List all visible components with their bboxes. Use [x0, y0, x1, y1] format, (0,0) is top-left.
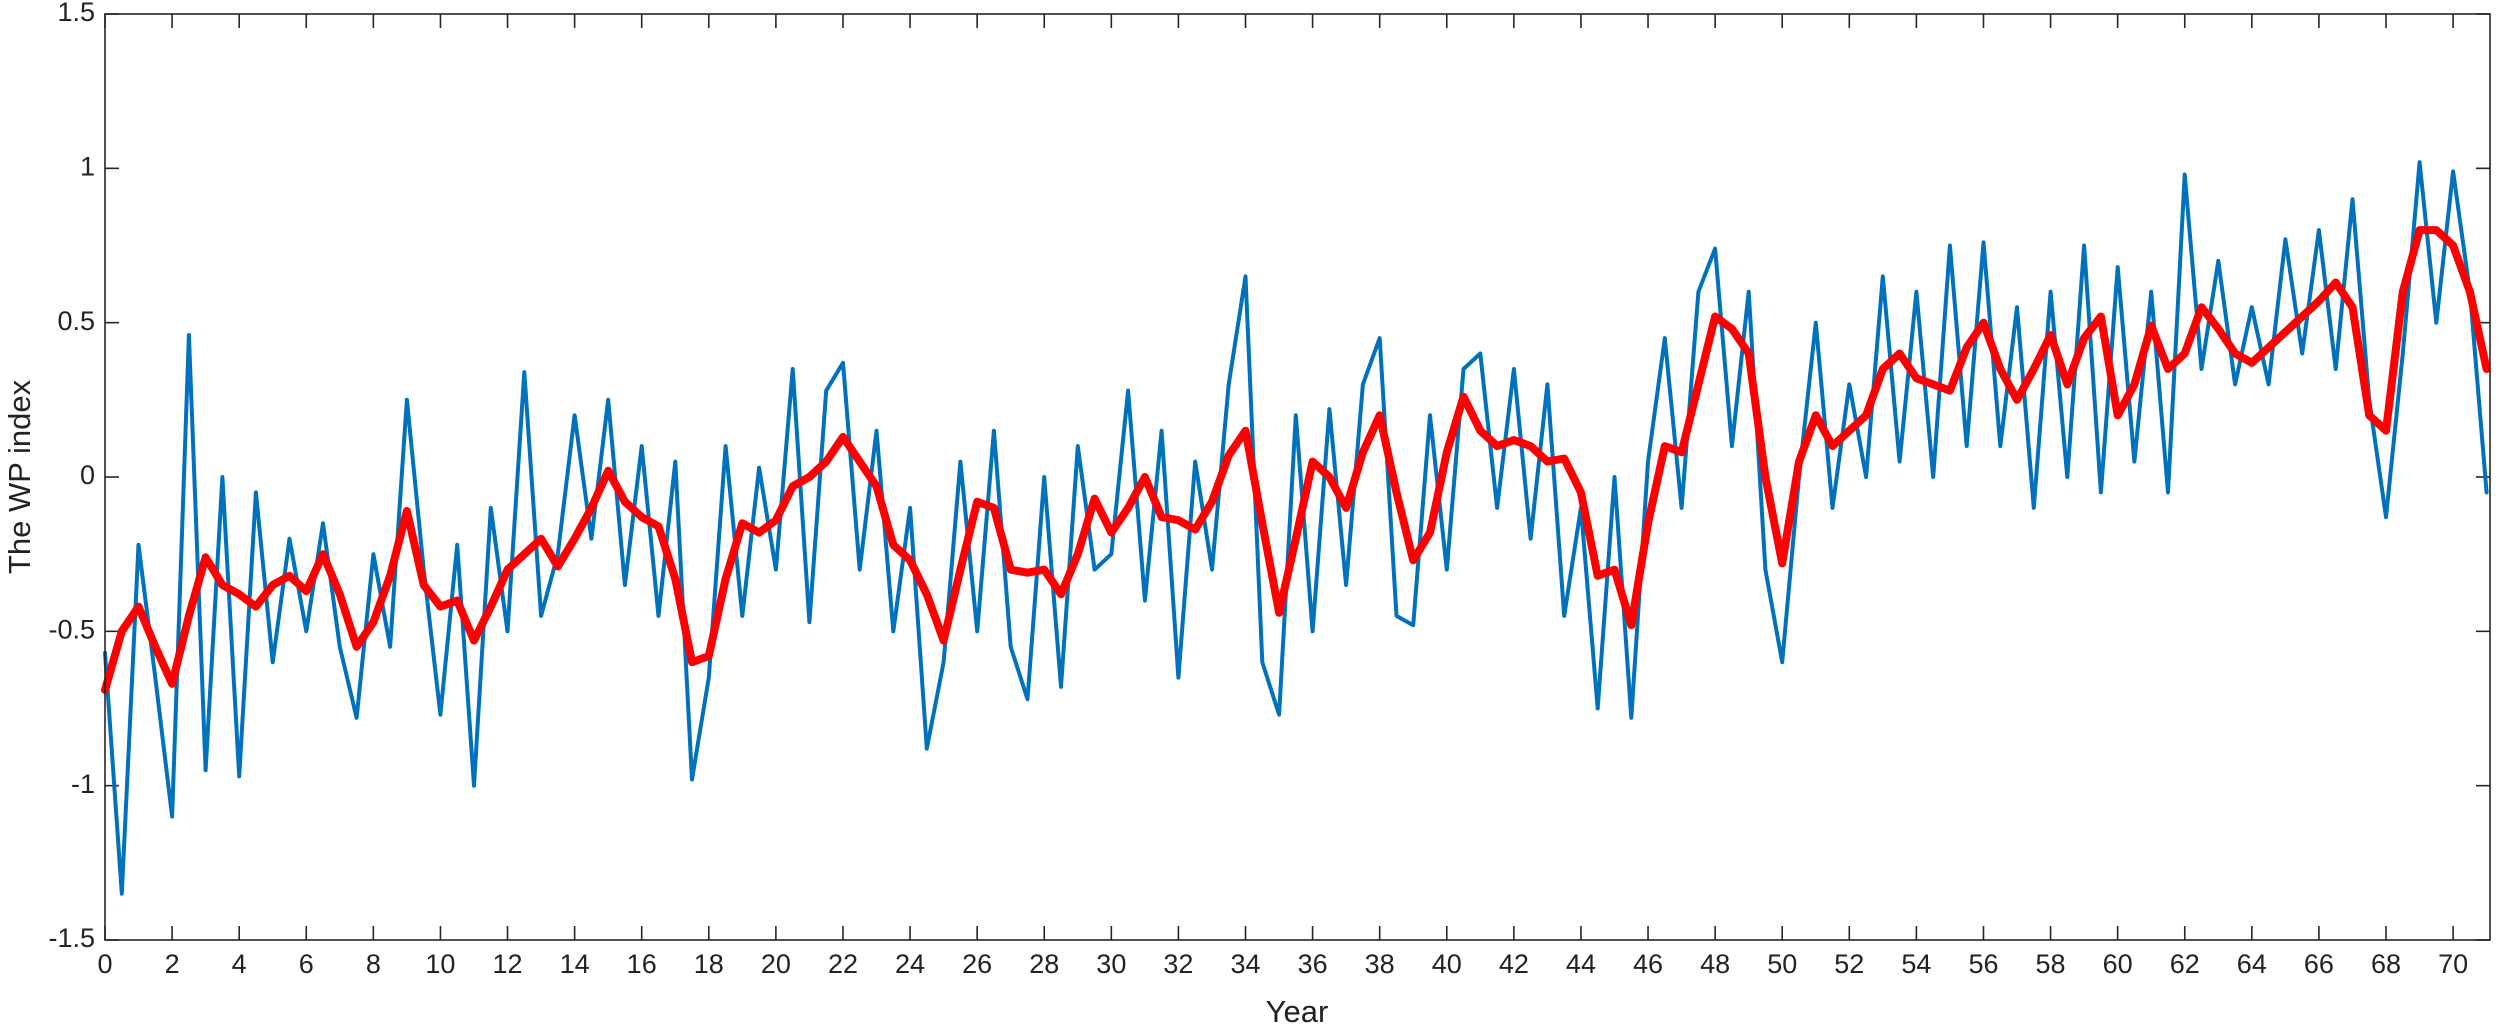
x-tick-label: 18 [694, 949, 724, 979]
x-tick-label: 22 [828, 949, 858, 979]
x-tick-label: 20 [761, 949, 791, 979]
x-tick-label: 68 [2371, 949, 2401, 979]
y-tick-label: -0.5 [48, 614, 95, 644]
x-tick-label: 48 [1700, 949, 1730, 979]
x-tick-label: 58 [2036, 949, 2066, 979]
y-tick-label: 0.5 [57, 306, 95, 336]
x-tick-label: 66 [2304, 949, 2334, 979]
x-tick-label: 30 [1096, 949, 1126, 979]
x-tick-label: 46 [1633, 949, 1663, 979]
x-tick-label: 36 [1298, 949, 1328, 979]
x-tick-label: 34 [1230, 949, 1260, 979]
y-tick-label: 1.5 [57, 0, 95, 27]
y-axis-label: The WP index [2, 379, 37, 574]
x-tick-label: 54 [1901, 949, 1931, 979]
x-tick-label: 70 [2438, 949, 2468, 979]
x-tick-label: 56 [1968, 949, 1998, 979]
y-tick-label: 1 [80, 151, 95, 181]
x-tick-label: 6 [299, 949, 314, 979]
x-tick-label: 2 [165, 949, 180, 979]
x-tick-label: 60 [2103, 949, 2133, 979]
x-tick-label: 24 [895, 949, 925, 979]
x-tick-label: 16 [627, 949, 657, 979]
x-tick-label: 52 [1834, 949, 1864, 979]
x-axis-label: Year [1266, 994, 1329, 1029]
x-tick-label: 32 [1163, 949, 1193, 979]
x-tick-label: 0 [97, 949, 112, 979]
x-tick-label: 12 [493, 949, 523, 979]
x-tick-label: 64 [2237, 949, 2267, 979]
x-tick-label: 8 [366, 949, 381, 979]
y-tick-label: 0 [80, 460, 95, 490]
x-tick-label: 28 [1029, 949, 1059, 979]
x-tick-label: 26 [962, 949, 992, 979]
x-tick-label: 44 [1566, 949, 1596, 979]
x-tick-label: 40 [1432, 949, 1462, 979]
x-tick-label: 42 [1499, 949, 1529, 979]
x-tick-label: 10 [425, 949, 455, 979]
series-line [101, 226, 2491, 694]
plot-area [105, 14, 2490, 940]
plot-frame [104, 13, 2491, 941]
x-tick-label: 38 [1365, 949, 1395, 979]
y-tick-label: -1.5 [48, 923, 95, 953]
x-tick-label: 62 [2170, 949, 2200, 979]
x-tick-label: 50 [1767, 949, 1797, 979]
x-tick-label: 4 [232, 949, 247, 979]
y-tick-label: -1 [71, 769, 95, 799]
x-tick-label: 14 [560, 949, 590, 979]
